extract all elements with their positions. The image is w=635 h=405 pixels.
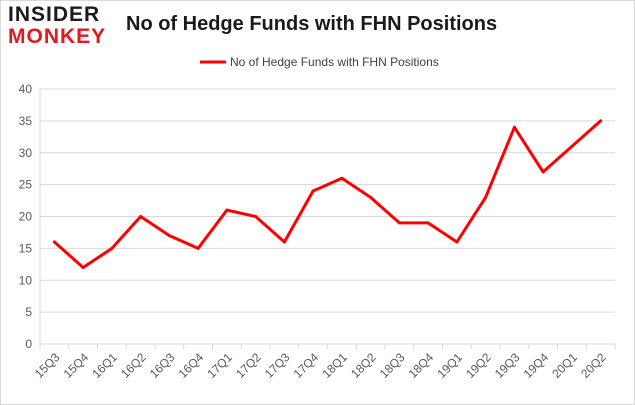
x-tick-label: 19Q2	[463, 350, 494, 381]
y-axis-ticks: 0 5 10 15 20 25 30 35 40	[19, 82, 33, 351]
x-tick-label: 15Q3	[32, 350, 63, 381]
data-point	[340, 176, 344, 180]
y-tick-label: 35	[19, 114, 33, 128]
data-point	[484, 195, 488, 199]
data-point	[369, 195, 373, 199]
x-tick-label: 16Q1	[89, 350, 120, 381]
x-tick-label: 16Q2	[118, 350, 149, 381]
data-point	[311, 189, 315, 193]
legend: No of Hedge Funds with FHN Positions	[200, 55, 439, 69]
data-point	[282, 240, 286, 244]
data-point	[541, 170, 545, 174]
y-tick-label: 30	[19, 146, 33, 160]
y-tick-label: 40	[19, 82, 33, 96]
x-tick-label: 15Q4	[61, 350, 92, 381]
data-point	[225, 208, 229, 212]
x-tick-label: 17Q4	[291, 350, 322, 381]
logo-line-2: MONKEY	[8, 25, 107, 48]
x-tick-label: 18Q3	[377, 350, 408, 381]
logo-line-1: INSIDER	[8, 3, 101, 26]
y-tick-label: 15	[19, 241, 33, 255]
data-point	[426, 221, 430, 225]
series-line	[52, 119, 603, 269]
data-point	[139, 215, 143, 218]
x-tick-label: 17Q2	[233, 350, 264, 381]
x-tick-label: 19Q4	[521, 350, 552, 381]
data-point	[196, 246, 200, 250]
data-point	[512, 125, 516, 129]
data-point	[110, 246, 114, 250]
x-tick-label: 18Q1	[319, 350, 350, 381]
legend-label: No of Hedge Funds with FHN Positions	[230, 55, 439, 69]
data-point	[254, 215, 258, 218]
x-tick-label: 19Q3	[492, 350, 523, 381]
series-group	[52, 119, 603, 269]
data-point	[570, 144, 574, 148]
x-tick-label: 19Q1	[434, 350, 465, 381]
data-point	[52, 240, 56, 244]
x-tick-label: 17Q1	[204, 350, 235, 381]
gridlines	[39, 88, 615, 345]
chart-title: No of Hedge Funds with FHN Positions	[126, 13, 498, 35]
data-point	[167, 234, 171, 238]
x-tick-label: 20Q1	[549, 350, 580, 381]
x-tick-label: 16Q3	[147, 350, 178, 381]
x-tick-label: 18Q2	[348, 350, 379, 381]
x-tick-label: 17Q3	[262, 350, 293, 381]
y-tick-label: 0	[25, 337, 32, 351]
data-point	[455, 240, 459, 244]
data-point	[81, 266, 85, 269]
data-point	[397, 221, 401, 225]
x-tick-label: 20Q2	[578, 350, 609, 381]
data-point	[599, 119, 603, 123]
x-axis-ticks: 15Q315Q416Q116Q216Q316Q417Q117Q217Q317Q4…	[32, 344, 616, 381]
x-tick-label: 16Q4	[176, 350, 207, 381]
y-tick-label: 20	[19, 210, 33, 224]
y-tick-label: 25	[19, 178, 33, 192]
y-tick-label: 10	[19, 273, 33, 287]
x-tick-label: 18Q4	[406, 350, 437, 381]
insider-monkey-logo: INSIDER MONKEY	[8, 4, 108, 54]
y-tick-label: 5	[25, 305, 32, 319]
